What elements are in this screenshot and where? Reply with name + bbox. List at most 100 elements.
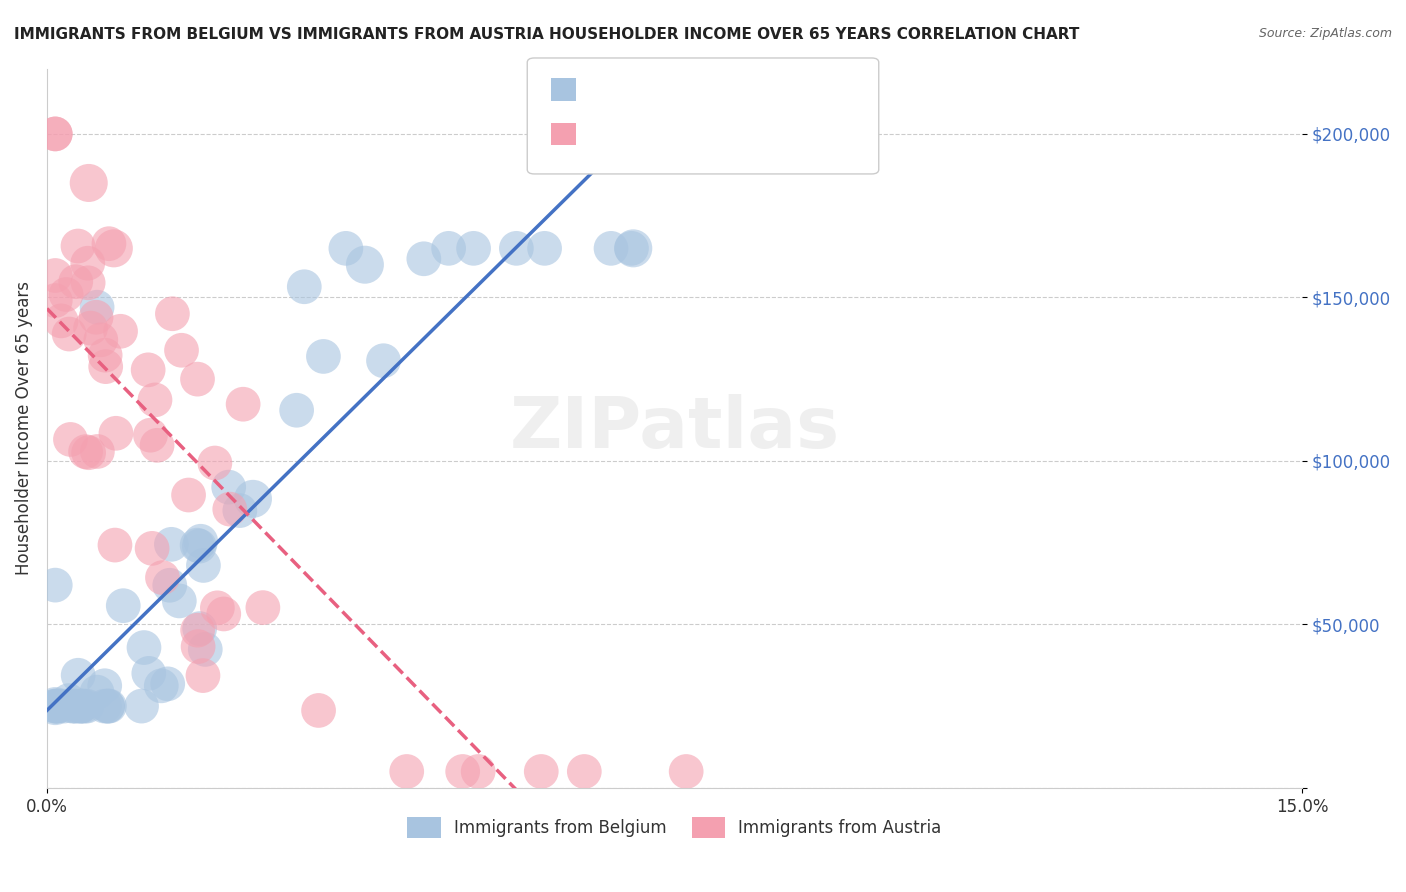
Point — [574, 764, 596, 779]
Point — [285, 403, 308, 417]
Point — [104, 426, 127, 441]
Point — [73, 699, 96, 714]
Point — [76, 699, 98, 714]
Point — [84, 310, 107, 325]
Point — [463, 241, 485, 255]
Point — [53, 699, 76, 714]
Point — [139, 428, 162, 442]
Point — [90, 333, 112, 347]
Point — [146, 438, 169, 452]
Point — [69, 699, 91, 714]
Point — [44, 127, 66, 141]
Point — [143, 392, 166, 407]
Point — [79, 321, 101, 335]
Point — [156, 677, 179, 691]
Point — [412, 252, 434, 266]
Point — [150, 679, 173, 693]
Point — [191, 668, 214, 682]
Point — [187, 640, 209, 654]
Point — [112, 599, 135, 613]
Point — [467, 764, 489, 779]
Point — [162, 307, 184, 321]
Point — [93, 699, 115, 714]
Point — [600, 241, 623, 255]
Point — [218, 480, 240, 494]
Point — [141, 541, 163, 556]
Point — [207, 600, 229, 615]
Point — [104, 538, 127, 552]
Point — [70, 699, 93, 714]
Point — [44, 293, 66, 308]
Point — [131, 699, 153, 714]
Point — [188, 622, 211, 636]
Point — [58, 693, 80, 707]
Point — [159, 578, 181, 592]
Point — [65, 699, 87, 714]
Point — [86, 685, 108, 699]
Point — [229, 503, 252, 517]
Point — [160, 537, 183, 551]
Point — [44, 699, 66, 714]
Point — [620, 241, 643, 255]
Point — [675, 764, 697, 779]
Point — [44, 268, 66, 283]
Point — [505, 241, 527, 255]
Point — [177, 488, 200, 502]
Y-axis label: Householder Income Over 65 years: Householder Income Over 65 years — [15, 281, 32, 575]
Point — [69, 699, 91, 714]
Point — [98, 699, 121, 714]
Point — [77, 176, 100, 190]
Point — [44, 699, 66, 714]
Point — [76, 256, 98, 270]
Point — [132, 640, 155, 655]
Point — [252, 600, 274, 615]
Text: R =  0.193   N = 56: R = 0.193 N = 56 — [569, 78, 745, 96]
Point — [169, 594, 191, 608]
Point — [373, 353, 395, 368]
Point — [93, 679, 115, 693]
Point — [218, 502, 240, 516]
Point — [49, 314, 72, 328]
Text: R = -0.124   N = 52: R = -0.124 N = 52 — [569, 123, 747, 141]
Point — [44, 699, 66, 714]
Point — [94, 348, 117, 362]
Point — [97, 699, 120, 714]
Point — [242, 491, 264, 506]
Text: IMMIGRANTS FROM BELGIUM VS IMMIGRANTS FROM AUSTRIA HOUSEHOLDER INCOME OVER 65 YE: IMMIGRANTS FROM BELGIUM VS IMMIGRANTS FR… — [14, 27, 1080, 42]
Point — [194, 642, 217, 657]
Point — [86, 444, 108, 458]
Text: ZIPatlas: ZIPatlas — [509, 393, 839, 463]
Point — [193, 558, 215, 573]
Point — [136, 363, 159, 377]
Point — [187, 623, 209, 637]
Point — [186, 538, 208, 552]
Point — [292, 279, 315, 293]
Point — [103, 241, 125, 255]
Point — [232, 397, 254, 411]
Point — [533, 241, 555, 255]
Point — [77, 276, 100, 290]
Point — [45, 699, 67, 714]
Point — [94, 359, 117, 374]
Point — [58, 326, 80, 341]
Point — [97, 236, 120, 251]
Point — [110, 324, 132, 338]
Point — [46, 699, 69, 714]
Point — [152, 571, 174, 585]
Point — [312, 350, 335, 364]
Point — [170, 343, 193, 358]
Point — [55, 287, 77, 301]
Point — [77, 446, 100, 460]
Text: Source: ZipAtlas.com: Source: ZipAtlas.com — [1258, 27, 1392, 40]
Legend: Immigrants from Belgium, Immigrants from Austria: Immigrants from Belgium, Immigrants from… — [401, 811, 948, 844]
Point — [308, 703, 330, 717]
Point — [65, 275, 87, 289]
Point — [138, 666, 160, 681]
Point — [65, 699, 87, 714]
Point — [59, 433, 82, 447]
Point — [44, 578, 66, 592]
Point — [335, 241, 357, 255]
Point — [212, 607, 235, 621]
Point — [437, 241, 460, 255]
Point — [188, 539, 211, 553]
